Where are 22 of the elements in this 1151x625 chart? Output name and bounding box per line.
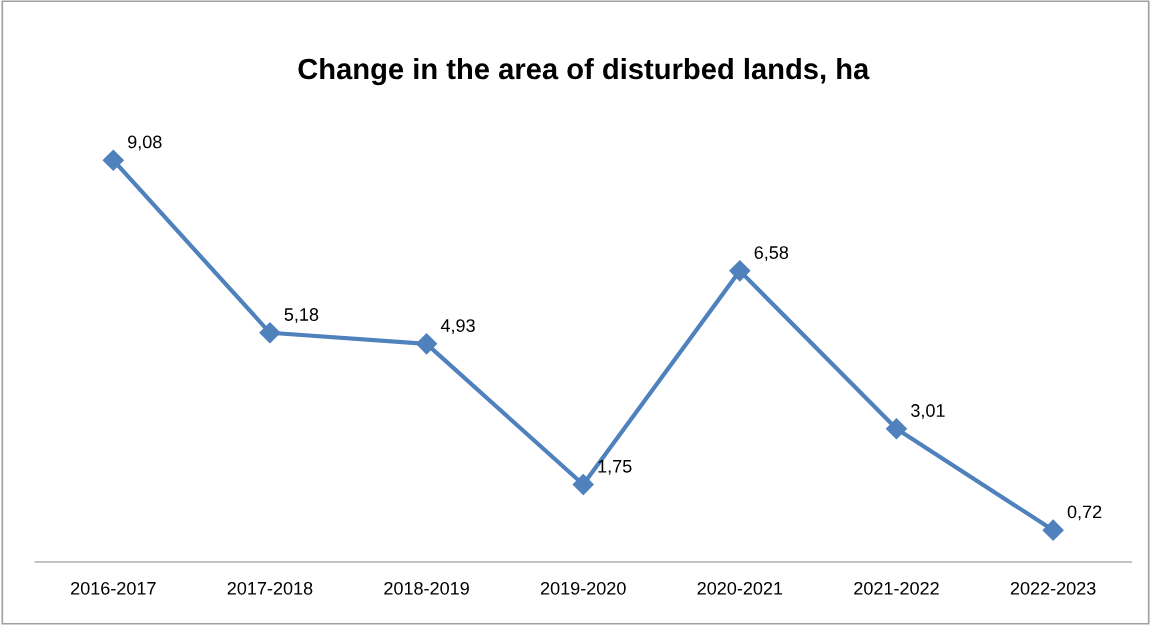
data-label: 6,58	[754, 246, 789, 262]
x-tick-label: 2016-2017	[71, 581, 156, 595]
data-label: 5,18	[284, 308, 319, 324]
point	[885, 418, 907, 440]
x-tick-label: 2018-2019	[384, 581, 469, 595]
point	[1042, 519, 1064, 541]
point	[572, 474, 594, 496]
data-label: 9,08	[128, 135, 162, 151]
x-tick-label: 2019-2020	[540, 581, 626, 595]
data-label: 0,72	[1067, 505, 1102, 521]
x-tick-label: 2022-2023	[1010, 581, 1096, 595]
data-label: 1,75	[598, 460, 632, 475]
x-tick-label: 2017-2018	[227, 581, 313, 595]
x-tick-label: 2021-2022	[854, 581, 939, 595]
data-label: 3,01	[911, 404, 945, 420]
chart-title: Change in the area of disturbed lands, ha	[298, 57, 870, 86]
data-label: 4,93	[440, 319, 475, 335]
point	[102, 149, 124, 171]
point	[729, 260, 751, 282]
point	[416, 333, 438, 355]
x-tick-label: 2020-2021	[697, 581, 783, 595]
point	[259, 322, 281, 344]
